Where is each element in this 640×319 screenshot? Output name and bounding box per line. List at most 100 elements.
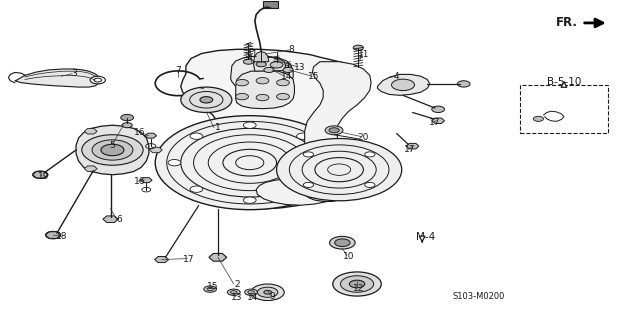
Text: 4: 4 <box>394 72 399 81</box>
Circle shape <box>45 231 61 239</box>
Text: 1: 1 <box>215 123 221 132</box>
Text: 5: 5 <box>109 141 115 150</box>
Circle shape <box>276 93 289 100</box>
Polygon shape <box>236 70 294 109</box>
Text: 16: 16 <box>134 128 146 137</box>
Circle shape <box>204 286 216 292</box>
Circle shape <box>156 116 344 210</box>
Circle shape <box>256 94 269 101</box>
Circle shape <box>90 76 106 84</box>
Circle shape <box>276 79 289 86</box>
Circle shape <box>458 81 470 87</box>
Text: 17: 17 <box>429 118 441 128</box>
Circle shape <box>283 67 293 72</box>
Polygon shape <box>141 178 152 182</box>
Polygon shape <box>230 56 293 91</box>
Circle shape <box>227 289 240 295</box>
Polygon shape <box>155 256 169 263</box>
Circle shape <box>432 106 445 113</box>
Text: 17: 17 <box>183 255 195 264</box>
Text: S103-M0200: S103-M0200 <box>452 292 504 301</box>
Circle shape <box>264 67 274 72</box>
Polygon shape <box>406 144 419 149</box>
Circle shape <box>329 128 339 133</box>
Circle shape <box>340 276 374 292</box>
Circle shape <box>244 289 257 295</box>
Text: M-4: M-4 <box>416 232 435 242</box>
Polygon shape <box>253 57 285 71</box>
Circle shape <box>325 126 343 135</box>
Text: 18: 18 <box>56 232 67 241</box>
Polygon shape <box>256 62 371 205</box>
Polygon shape <box>103 216 118 223</box>
Polygon shape <box>253 51 269 62</box>
Text: 20: 20 <box>358 133 369 142</box>
Circle shape <box>257 287 278 297</box>
Polygon shape <box>209 254 227 261</box>
Circle shape <box>276 138 402 201</box>
Circle shape <box>392 79 415 91</box>
Circle shape <box>190 186 203 192</box>
Circle shape <box>243 59 253 64</box>
Text: 12: 12 <box>353 284 364 293</box>
Text: 2: 2 <box>234 280 240 289</box>
Text: 14: 14 <box>247 293 259 302</box>
Circle shape <box>365 182 375 188</box>
Circle shape <box>297 133 309 139</box>
Text: 6: 6 <box>116 215 122 224</box>
Text: 16: 16 <box>134 177 146 186</box>
Polygon shape <box>84 166 97 171</box>
Circle shape <box>353 45 364 50</box>
Circle shape <box>243 122 256 128</box>
Polygon shape <box>378 74 430 95</box>
Circle shape <box>533 116 543 122</box>
Text: 7: 7 <box>175 66 181 75</box>
Text: 15: 15 <box>308 72 319 81</box>
Circle shape <box>243 197 256 203</box>
Circle shape <box>335 239 350 247</box>
Circle shape <box>200 97 212 103</box>
Circle shape <box>236 79 248 86</box>
Circle shape <box>121 115 134 121</box>
Circle shape <box>297 186 309 192</box>
Text: 14: 14 <box>281 72 292 81</box>
Circle shape <box>33 171 48 179</box>
Circle shape <box>365 152 375 157</box>
Circle shape <box>303 152 314 157</box>
Text: 8: 8 <box>289 45 294 55</box>
Polygon shape <box>263 1 278 8</box>
Circle shape <box>122 123 132 128</box>
Polygon shape <box>180 49 370 209</box>
Polygon shape <box>15 69 100 87</box>
Text: FR.: FR. <box>556 16 577 29</box>
Circle shape <box>333 272 381 296</box>
Text: 13: 13 <box>294 63 305 72</box>
Text: 10: 10 <box>343 252 355 261</box>
Text: B-5-10: B-5-10 <box>547 77 581 87</box>
Circle shape <box>319 160 332 166</box>
Circle shape <box>303 182 314 188</box>
Text: 13: 13 <box>231 293 243 302</box>
Text: 3: 3 <box>71 69 77 78</box>
Circle shape <box>92 140 133 160</box>
Circle shape <box>349 280 365 288</box>
Circle shape <box>236 93 248 100</box>
Text: 11: 11 <box>358 50 369 59</box>
Circle shape <box>256 62 266 67</box>
Text: 17: 17 <box>404 145 415 154</box>
Circle shape <box>330 236 355 249</box>
Circle shape <box>101 144 124 156</box>
Circle shape <box>82 135 143 165</box>
Circle shape <box>264 290 271 294</box>
Circle shape <box>168 160 180 166</box>
Circle shape <box>251 284 284 300</box>
Circle shape <box>271 62 282 67</box>
Text: 9: 9 <box>269 292 275 300</box>
Polygon shape <box>150 147 163 153</box>
Polygon shape <box>76 125 149 175</box>
Text: 19: 19 <box>38 173 50 182</box>
Text: 11: 11 <box>247 50 259 59</box>
Polygon shape <box>145 133 157 138</box>
Polygon shape <box>84 129 97 134</box>
Circle shape <box>270 62 283 68</box>
